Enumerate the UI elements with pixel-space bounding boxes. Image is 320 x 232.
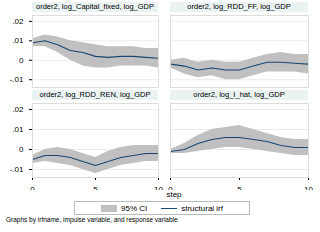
svg-text:10: 10 xyxy=(304,185,313,190)
svg-text:0: 0 xyxy=(30,185,35,190)
html-text:order2, log_I_hat, log_GDP: order2, log_I_hat, log_GDP xyxy=(193,90,285,99)
svg-text:-.01: -.01 xyxy=(10,75,24,84)
svg-text:.01: .01 xyxy=(12,36,24,45)
svg-text:5: 5 xyxy=(237,185,242,190)
html-text:Graphs by irfname, impulse var: Graphs by irfname, impulse variable, and… xyxy=(6,216,178,223)
html-text:step: step xyxy=(166,190,182,199)
svg-text:0: 0 xyxy=(19,56,24,65)
svg-text:0: 0 xyxy=(19,145,24,154)
svg-text:.01: .01 xyxy=(12,125,24,134)
html-text:order2, log_RDD_REN, log_GDP: order2, log_RDD_REN, log_GDP xyxy=(39,90,151,99)
html-text:structural irf: structural irf xyxy=(181,203,223,213)
svg-text:-.01: -.01 xyxy=(10,165,24,174)
html-text:order2, log_RDD_FF, log_GDP: order2, log_RDD_FF, log_GDP xyxy=(187,2,291,11)
svg-text:10: 10 xyxy=(154,185,163,190)
svg-text:.02: .02 xyxy=(12,105,24,114)
html-text:95% CI: 95% CI xyxy=(121,203,148,213)
svg-text:.02: .02 xyxy=(12,17,24,26)
svg-text:5: 5 xyxy=(93,185,98,190)
html-text:order2, log_Capital_fixed, log: order2, log_Capital_fixed, log_GDP xyxy=(36,2,154,11)
svg-text:0: 0 xyxy=(168,185,173,190)
